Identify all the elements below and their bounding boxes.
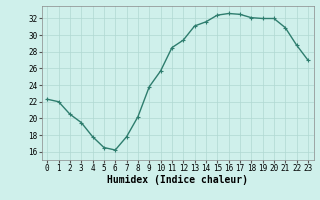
X-axis label: Humidex (Indice chaleur): Humidex (Indice chaleur) [107, 175, 248, 185]
